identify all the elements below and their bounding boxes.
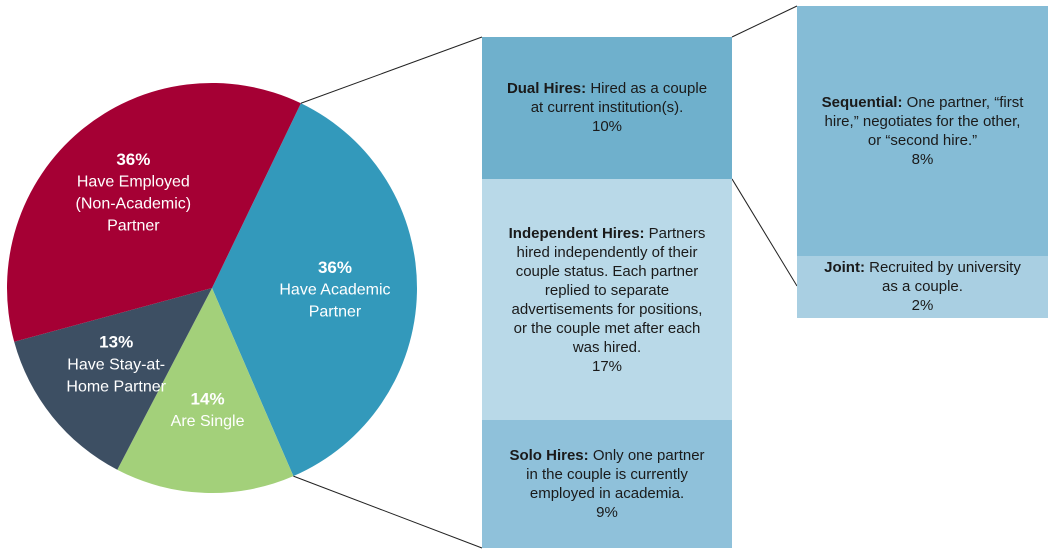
segment-text: Joint: Recruited by university as a coup…	[821, 258, 1024, 296]
segment-description: Recruited by university as a couple.	[869, 259, 1021, 296]
connector-line	[300, 36, 483, 104]
segment-description: Partners hired independently of their co…	[511, 224, 706, 356]
segment-value-label: 9%	[596, 504, 618, 522]
bar-segment: Solo Hires: Only one partner in the coup…	[482, 420, 732, 548]
segment-value-label: 2%	[911, 297, 934, 315]
segment-term: Dual Hires:	[506, 80, 587, 98]
segment-term: Solo Hires:	[509, 447, 589, 465]
pie-slice	[6, 83, 301, 342]
connector-line	[731, 178, 798, 287]
slice-label: Have Academic	[279, 282, 390, 299]
slice-value-label: 36%	[116, 150, 150, 169]
slice-label: Home Partner	[66, 378, 166, 395]
segment-term: Independent Hires:	[508, 224, 645, 242]
segment-description: Hired as a couple at current institution…	[530, 80, 708, 117]
bar-segment: Sequential: One partner, “first hire,” n…	[797, 6, 1048, 256]
pie-slice	[117, 288, 294, 493]
slice-label: Are Single	[171, 413, 245, 430]
connector-line	[293, 475, 483, 549]
segment-value-label: 10%	[591, 118, 623, 136]
pie-slice	[212, 103, 417, 477]
pie-slice	[14, 288, 213, 470]
segment-text: Independent Hires: Partners hired indepe…	[506, 224, 708, 357]
slice-label: Partner	[107, 218, 160, 235]
slice-label: Have Stay-at-	[67, 356, 165, 373]
segment-description: Only one partner in the couple is curren…	[526, 447, 705, 503]
connector-line	[731, 5, 798, 38]
segment-term: Joint:	[824, 259, 865, 277]
segment-text: Dual Hires: Hired as a couple at current…	[506, 79, 708, 117]
segment-value-label: 8%	[911, 150, 934, 168]
slice-value-label: 13%	[99, 333, 133, 352]
bar-segment: Joint: Recruited by university as a coup…	[797, 255, 1048, 318]
segment-description: One partner, “first hire,” negotiates fo…	[824, 93, 1024, 149]
slice-value-label: 36%	[318, 258, 352, 277]
bar-segment: Independent Hires: Partners hired indepe…	[482, 178, 732, 421]
segment-value-label: 17%	[591, 357, 623, 375]
segment-text: Sequential: One partner, “first hire,” n…	[821, 93, 1024, 150]
slice-label: Partner	[309, 304, 362, 321]
slice-label: (Non-Academic)	[76, 196, 192, 213]
segment-text: Solo Hires: Only one partner in the coup…	[506, 446, 708, 503]
bar-segment: Dual Hires: Hired as a couple at current…	[482, 37, 732, 179]
segment-term: Sequential:	[821, 93, 903, 111]
slice-label: Have Employed	[77, 174, 190, 191]
slice-value-label: 14%	[191, 389, 225, 408]
